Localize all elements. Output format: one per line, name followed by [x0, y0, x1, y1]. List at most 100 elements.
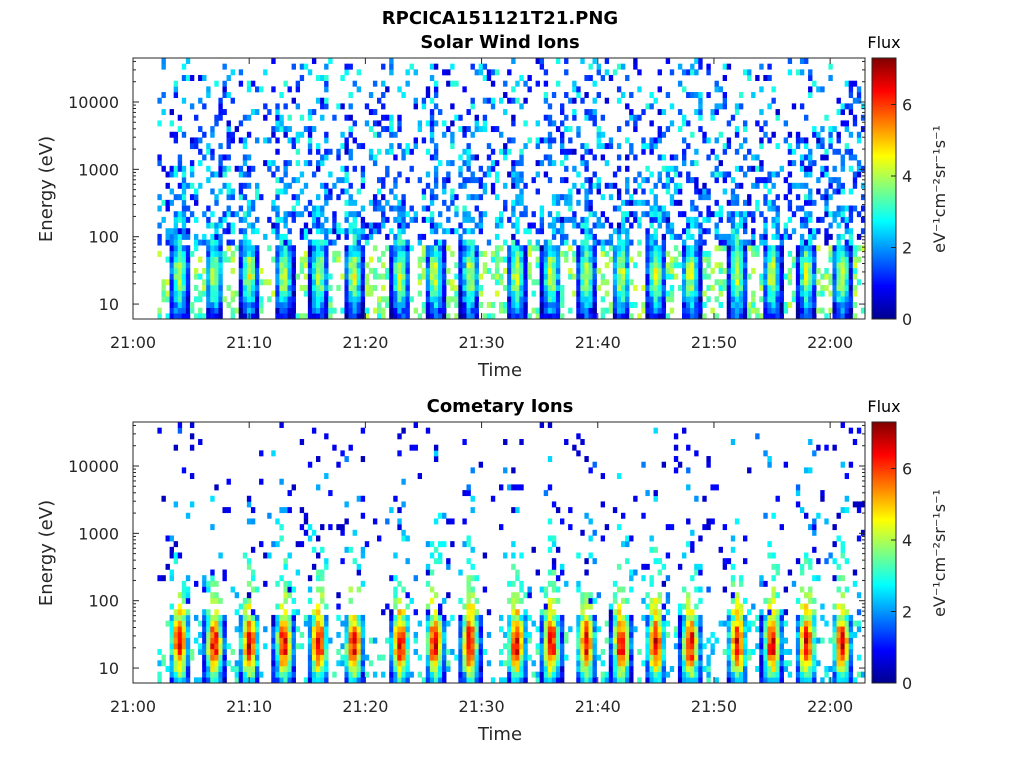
- heatmap-cell: [601, 274, 605, 280]
- heatmap-cell: [353, 296, 357, 302]
- heatmap-cell: [182, 245, 186, 251]
- heatmap-cell: [210, 262, 214, 268]
- heatmap-cell: [186, 234, 190, 240]
- heatmap-cell: [625, 183, 629, 189]
- heatmap-cell: [654, 598, 658, 604]
- heatmap-cell: [316, 245, 320, 251]
- heatmap-cell: [357, 564, 361, 570]
- heatmap-cell: [710, 268, 714, 274]
- heatmap-cell: [320, 302, 324, 308]
- heatmap-cell: [536, 189, 540, 195]
- heatmap-cell: [247, 632, 251, 638]
- heatmap-cell: [190, 501, 194, 507]
- heatmap-cell: [328, 524, 332, 530]
- heatmap-cell: [735, 313, 739, 319]
- heatmap-cell: [556, 268, 560, 274]
- heatmap-cell: [471, 575, 475, 581]
- heatmap-cell: [808, 251, 812, 257]
- heatmap-cell: [235, 211, 239, 217]
- heatmap-cell: [178, 291, 182, 297]
- heatmap-cell: [206, 672, 210, 678]
- heatmap-cell: [495, 262, 499, 268]
- heatmap-cell: [503, 285, 507, 291]
- heatmap-cell: [353, 240, 357, 246]
- heatmap-cell: [210, 660, 214, 666]
- heatmap-cell: [511, 200, 515, 206]
- heatmap-cell: [442, 615, 446, 621]
- heatmap-cell: [340, 558, 344, 564]
- heatmap-cell: [405, 262, 409, 268]
- heatmap-cell: [475, 615, 479, 621]
- heatmap-cell: [344, 143, 348, 149]
- heatmap-cell: [328, 274, 332, 280]
- heatmap-cell: [239, 615, 243, 621]
- heatmap-cell: [353, 643, 357, 649]
- heatmap-cell: [560, 251, 564, 257]
- heatmap-cell: [178, 609, 182, 615]
- heatmap-cell: [471, 132, 475, 138]
- heatmap-cell: [308, 302, 312, 308]
- heatmap-cell: [283, 257, 287, 263]
- heatmap-cell: [845, 143, 849, 149]
- heatmap-cell: [658, 86, 662, 92]
- heatmap-cell: [686, 274, 690, 280]
- heatmap-cell: [462, 126, 466, 132]
- heatmap-cell: [788, 234, 792, 240]
- heatmap-cell: [625, 666, 629, 672]
- heatmap-cell: [214, 302, 218, 308]
- heatmap-cell: [645, 234, 649, 240]
- heatmap-cell: [613, 302, 617, 308]
- heatmap-cell: [706, 92, 710, 98]
- heatmap-cell: [735, 103, 739, 109]
- heatmap-cell: [845, 245, 849, 251]
- heatmap-cell: [800, 69, 804, 75]
- heatmap-cell: [666, 211, 670, 217]
- heatmap-cell: [816, 291, 820, 297]
- heatmap-cell: [507, 632, 511, 638]
- heatmap-cell: [837, 257, 841, 263]
- heatmap-cell: [182, 592, 186, 598]
- heatmap-cell: [288, 592, 292, 598]
- heatmap-cell: [279, 302, 283, 308]
- heatmap-cell: [389, 274, 393, 280]
- heatmap-cell: [316, 621, 320, 627]
- heatmap-cell: [723, 149, 727, 155]
- heatmap-cell: [214, 313, 218, 319]
- heatmap-cell: [426, 149, 430, 155]
- heatmap-cell: [418, 177, 422, 183]
- heatmap-cell: [548, 456, 552, 462]
- heatmap-cell: [629, 638, 633, 644]
- heatmap-cell: [255, 313, 259, 319]
- heatmap-cell: [275, 621, 279, 627]
- heatmap-cell: [324, 626, 328, 632]
- heatmap-cell: [430, 638, 434, 644]
- heatmap-cell: [194, 137, 198, 143]
- heatmap-cell: [450, 615, 454, 621]
- heatmap-cell: [536, 257, 540, 263]
- heatmap-cell: [332, 257, 336, 263]
- heatmap-cell: [243, 154, 247, 160]
- heatmap-cell: [365, 279, 369, 285]
- heatmap-cell: [654, 609, 658, 615]
- heatmap-cell: [279, 177, 283, 183]
- heatmap-cell: [552, 666, 556, 672]
- heatmap-cell: [353, 120, 357, 126]
- heatmap-cell: [381, 103, 385, 109]
- heatmap-cell: [800, 166, 804, 172]
- heatmap-cell: [446, 518, 450, 524]
- heatmap-cell: [381, 285, 385, 291]
- heatmap-cell: [174, 308, 178, 314]
- heatmap-cell: [743, 313, 747, 319]
- heatmap-cell: [804, 279, 808, 285]
- heatmap-cell: [617, 621, 621, 627]
- heatmap-cell: [178, 313, 182, 319]
- heatmap-cell: [641, 615, 645, 621]
- heatmap-cell: [552, 313, 556, 319]
- heatmap-cell: [426, 268, 430, 274]
- heatmap-cell: [206, 274, 210, 280]
- heatmap-cell: [389, 507, 393, 513]
- heatmap-cell: [316, 570, 320, 576]
- heatmap-cell: [202, 154, 206, 160]
- heatmap-cell: [507, 581, 511, 587]
- heatmap-cell: [723, 75, 727, 81]
